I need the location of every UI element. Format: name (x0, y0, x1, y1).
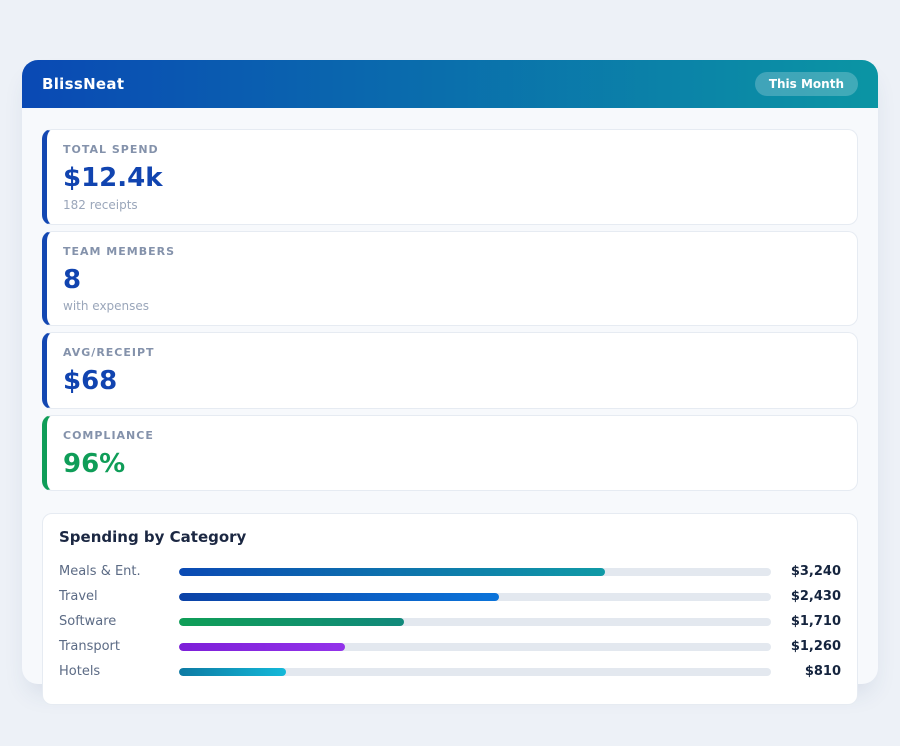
amount-label: $810 (804, 664, 841, 680)
amount-label: $3,240 (790, 564, 841, 580)
stat-label: TEAM MEMBERS (63, 244, 176, 258)
category-row: Software $1,710 (59, 609, 841, 634)
category-label: Hotels (59, 664, 101, 680)
bar-track (179, 617, 771, 626)
category-label: Travel (59, 589, 98, 605)
bar-fill (179, 642, 345, 651)
bar-fill (179, 567, 606, 576)
stat-card: TOTAL SPEND $12.4k 182 receipts (42, 129, 858, 225)
app-header: BlissNeat This Month (22, 60, 878, 108)
dashboard-panel: BlissNeat This Month TOTAL SPEND $12.4k 18… (22, 60, 878, 706)
dashboard-content: TOTAL SPEND $12.4k 182 receipts TEAM MEMBER… (22, 108, 878, 706)
category-label: Software (59, 614, 117, 630)
amount-label: $2,430 (790, 589, 841, 605)
amount-label: $1,710 (790, 614, 841, 630)
stat-value: 96% (63, 448, 126, 479)
stat-label: TOTAL SPEND (63, 143, 159, 156)
stat-card: TEAM MEMBERS 8 with expenses (42, 230, 858, 327)
category-label: Meals & Ent. (59, 564, 141, 580)
stat-card: COMPLIANCE 96% (42, 414, 858, 492)
stat-subtext: with expenses (63, 299, 150, 314)
bar-track (179, 592, 771, 601)
stat-label: COMPLIANCE (63, 428, 154, 442)
category-row: Transport $1,260 (59, 634, 841, 659)
category-row: Hotels $810 (59, 659, 841, 684)
app-title: BlissNeat (42, 75, 125, 93)
bar-fill (179, 617, 404, 626)
stats-list: TOTAL SPEND $12.4k 182 receipts TEAM MEMBER… (42, 129, 858, 492)
stat-value: $68 (63, 366, 118, 397)
bar-track (179, 567, 771, 576)
chart-title: Spending by Category (59, 528, 247, 547)
bar-track (179, 667, 771, 676)
chart-rows: Meals & Ent. $3,240 Travel $2,430 Software $1… (59, 559, 841, 684)
amount-label: $1,260 (790, 639, 841, 655)
bar-track (179, 642, 771, 651)
bar-fill (179, 592, 499, 601)
stat-value: $12.4k (63, 163, 163, 193)
stat-value: 8 (63, 264, 82, 295)
category-row: Meals & Ent. $3,240 (59, 559, 841, 584)
period-badge[interactable]: This Month (754, 72, 858, 96)
stat-subtext: 182 receipts (63, 197, 138, 212)
category-row: Travel $2,430 (59, 584, 841, 609)
spending-card: Spending by Category Meals & Ent. $3,240 T… (42, 513, 858, 706)
stat-label: AVG/RECEIPT (63, 346, 155, 360)
category-label: Transport (59, 639, 121, 655)
stat-card: AVG/RECEIPT $68 (42, 332, 858, 409)
bar-fill (179, 667, 286, 676)
